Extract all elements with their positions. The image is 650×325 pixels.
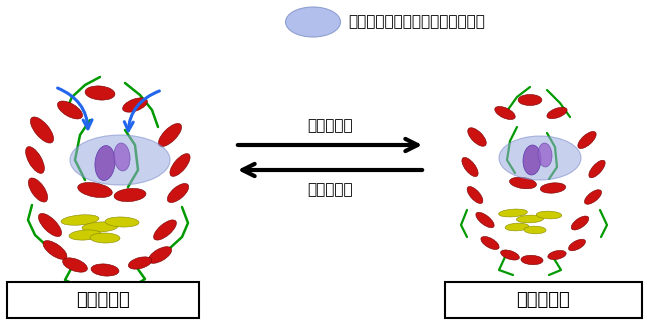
- Ellipse shape: [571, 216, 589, 230]
- Ellipse shape: [123, 98, 148, 112]
- Ellipse shape: [584, 190, 601, 204]
- Ellipse shape: [510, 177, 536, 189]
- Ellipse shape: [467, 187, 483, 203]
- Ellipse shape: [589, 160, 605, 178]
- Ellipse shape: [505, 223, 529, 231]
- Ellipse shape: [69, 230, 101, 240]
- Ellipse shape: [62, 258, 87, 272]
- Ellipse shape: [38, 214, 62, 237]
- Ellipse shape: [70, 135, 170, 185]
- Ellipse shape: [167, 184, 188, 202]
- Ellipse shape: [114, 143, 130, 171]
- Ellipse shape: [569, 239, 586, 251]
- FancyBboxPatch shape: [445, 282, 642, 318]
- Ellipse shape: [540, 183, 566, 193]
- Ellipse shape: [548, 250, 566, 260]
- Ellipse shape: [538, 143, 552, 167]
- Ellipse shape: [159, 124, 181, 147]
- Ellipse shape: [31, 117, 53, 143]
- Ellipse shape: [57, 101, 83, 119]
- Ellipse shape: [476, 212, 494, 228]
- Ellipse shape: [105, 217, 139, 227]
- Ellipse shape: [114, 188, 146, 202]
- Ellipse shape: [25, 147, 44, 174]
- Ellipse shape: [499, 209, 527, 217]
- Ellipse shape: [547, 107, 567, 119]
- Ellipse shape: [61, 215, 99, 225]
- Ellipse shape: [468, 128, 486, 146]
- Ellipse shape: [78, 182, 112, 198]
- Ellipse shape: [481, 237, 499, 250]
- Ellipse shape: [90, 233, 120, 243]
- Ellipse shape: [495, 106, 515, 120]
- Text: 閉じた構造: 閉じた構造: [516, 291, 570, 309]
- Text: 開いた構造: 開いた構造: [76, 291, 130, 309]
- Ellipse shape: [29, 178, 47, 202]
- Text: 基質の会合: 基質の会合: [307, 118, 353, 133]
- Ellipse shape: [462, 157, 478, 176]
- Ellipse shape: [91, 264, 119, 276]
- Ellipse shape: [128, 257, 151, 269]
- Ellipse shape: [153, 220, 176, 240]
- Ellipse shape: [43, 240, 67, 259]
- Ellipse shape: [82, 222, 118, 232]
- Ellipse shape: [500, 250, 519, 260]
- Ellipse shape: [523, 145, 541, 175]
- Ellipse shape: [95, 146, 115, 180]
- Ellipse shape: [148, 247, 172, 263]
- Ellipse shape: [285, 7, 341, 37]
- Ellipse shape: [524, 226, 546, 234]
- Text: で示した領域に基質が会合する。: で示した領域に基質が会合する。: [348, 15, 485, 30]
- FancyBboxPatch shape: [7, 282, 199, 318]
- Ellipse shape: [499, 136, 581, 180]
- Ellipse shape: [518, 95, 542, 106]
- Text: 基質の解離: 基質の解離: [307, 182, 353, 197]
- Ellipse shape: [85, 86, 115, 100]
- Ellipse shape: [516, 215, 543, 223]
- Ellipse shape: [170, 154, 190, 176]
- Ellipse shape: [536, 211, 562, 219]
- Ellipse shape: [578, 131, 596, 149]
- Ellipse shape: [521, 255, 543, 265]
